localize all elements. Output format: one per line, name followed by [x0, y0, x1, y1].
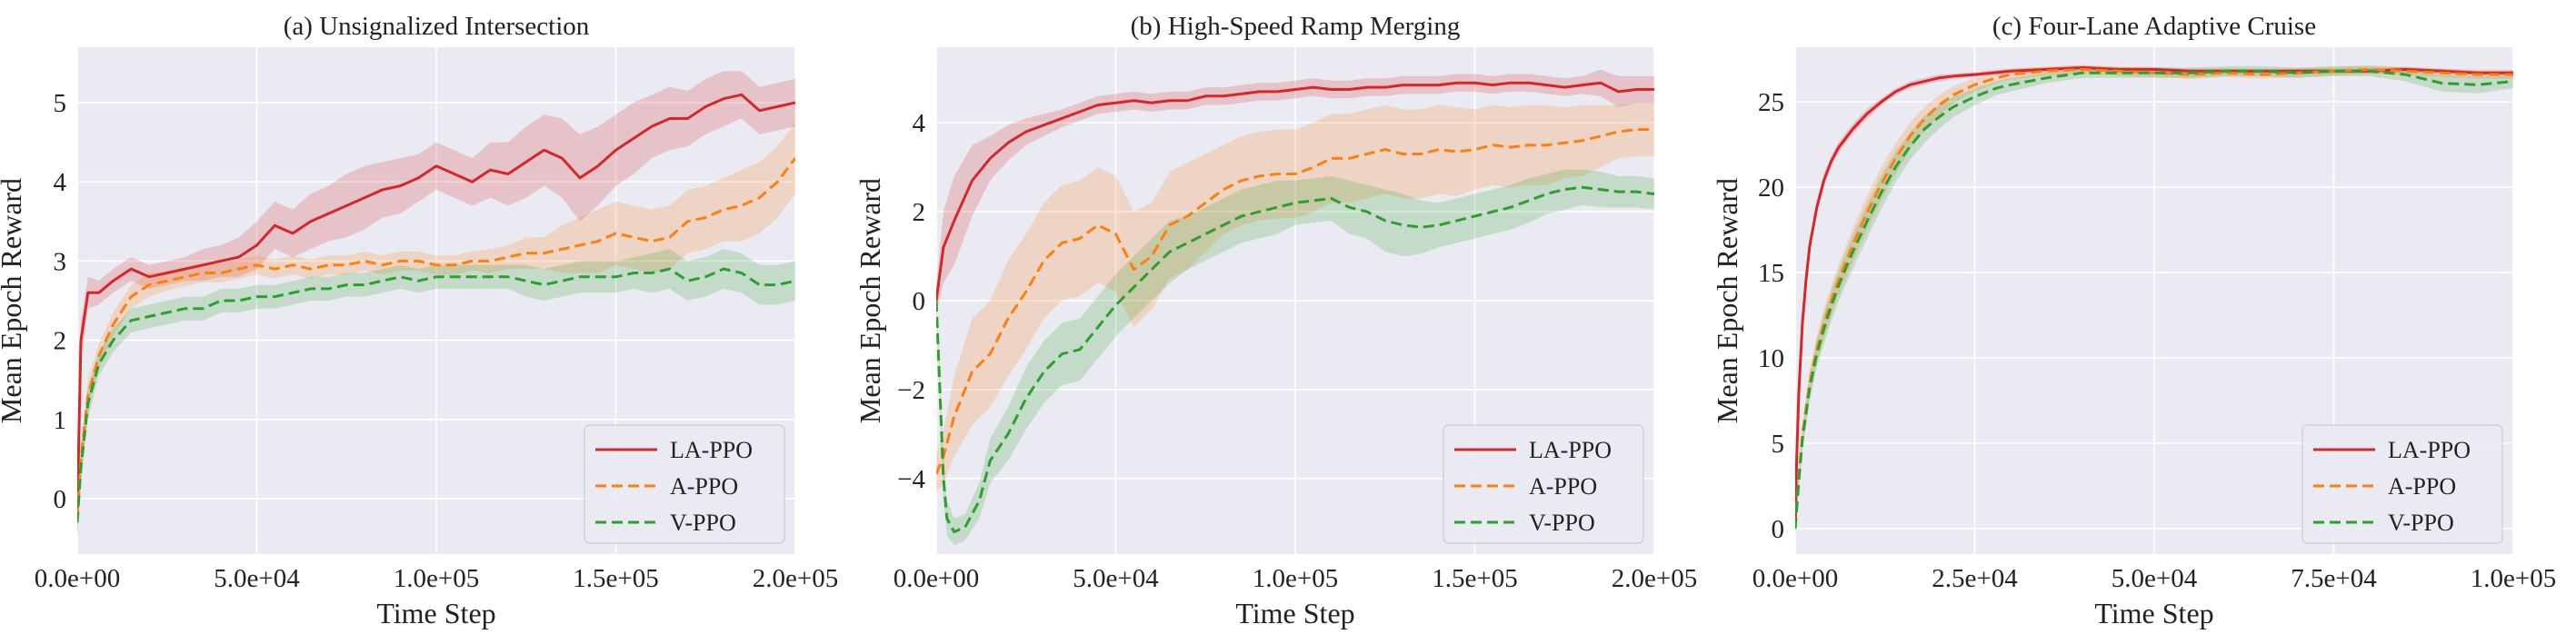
legend: LA-PPO A-PPO V-PPO: [2301, 424, 2503, 544]
x-tick-label: 1.5e+05: [1432, 564, 1517, 593]
x-tick-label: 2.0e+05: [753, 564, 838, 593]
legend-label-a-ppo: A-PPO: [1529, 473, 1597, 500]
x-tick-label: 5.0e+04: [1073, 564, 1159, 593]
y-tick-label: 2: [54, 327, 67, 356]
legend: LA-PPO A-PPO V-PPO: [1443, 424, 1644, 544]
la-ppo-confidence-band: [77, 71, 795, 535]
a-ppo-confidence-band: [936, 103, 1654, 492]
series-layer: [936, 69, 1654, 546]
chart-title: (a) Unsignalized Intersection: [284, 12, 590, 41]
series-layer: [1795, 64, 2513, 534]
v-ppo-confidence-band: [936, 169, 1654, 546]
legend-label-v-ppo: V-PPO: [2388, 510, 2454, 536]
x-tick-label: 2.5e+04: [1932, 564, 2018, 593]
legend-box: [584, 424, 785, 544]
legend-box: [1443, 424, 1644, 544]
y-axis-label: Mean Epoch Reward: [1711, 178, 1743, 423]
a-ppo-line: [1795, 67, 2513, 529]
y-tick-label: 3: [54, 247, 67, 276]
x-axis-label: Time Step: [2094, 597, 2213, 629]
y-axis-label: Mean Epoch Reward: [854, 178, 886, 423]
y-axis-label: Mean Epoch Reward: [0, 178, 27, 423]
y-tick-label: 15: [1758, 259, 1784, 288]
y-tick-label: 5: [1772, 430, 1785, 459]
legend-label-la-ppo: LA-PPO: [2388, 437, 2471, 463]
chart-title: (b) High-Speed Ramp Merging: [1131, 12, 1461, 41]
y-tick-label: 0: [54, 485, 67, 514]
x-tick-label: 0.0e+00: [35, 564, 120, 593]
chart-panel-1: 0.0e+00 5.0e+04 1.0e+05 1.5e+05 2.0e+05 0 1 2 3 4…: [0, 12, 838, 629]
x-tick-label: 1.5e+05: [573, 564, 658, 593]
y-tick-label: 25: [1758, 88, 1784, 117]
legend-box: [2301, 424, 2503, 544]
y-tick-label: 5: [54, 89, 67, 118]
a-ppo-confidence-band: [77, 122, 795, 535]
v-ppo-confidence-band: [77, 249, 795, 539]
y-tick-label: 20: [1758, 173, 1784, 203]
x-tick-label: 7.5e+04: [2291, 564, 2377, 593]
x-axis-label: Time Step: [1235, 597, 1354, 629]
chart-panel-2: 0.0e+00 5.0e+04 1.0e+05 1.5e+05 2.0e+05 −4 −2 0…: [854, 12, 1697, 629]
y-tick-label: −2: [897, 376, 925, 405]
legend-label-a-ppo: A-PPO: [670, 473, 738, 500]
y-tick-label: −4: [897, 465, 925, 494]
x-tick-label: 0.0e+00: [894, 564, 979, 593]
y-tick-label: 1: [54, 406, 67, 435]
legend-label-la-ppo: LA-PPO: [670, 437, 753, 463]
legend-label-a-ppo: A-PPO: [2388, 473, 2456, 500]
y-tick-label: 10: [1758, 344, 1784, 373]
v-ppo-line: [77, 267, 795, 523]
chart-title: (c) Four-Lane Adaptive Cruise: [1992, 12, 2316, 41]
x-axis-label: Time Step: [376, 597, 495, 629]
x-tick-label: 1.0e+05: [2471, 564, 2556, 593]
x-tick-label: 0.0e+00: [1752, 564, 1838, 593]
y-tick-label: 0: [1772, 515, 1785, 544]
series-layer: [77, 71, 795, 539]
legend-label-la-ppo: LA-PPO: [1529, 437, 1612, 463]
x-tick-label: 5.0e+04: [214, 564, 300, 593]
la-ppo-line: [77, 93, 795, 515]
y-tick-label: 0: [913, 287, 926, 316]
y-tick-label: 4: [54, 168, 67, 197]
la-ppo-confidence-band: [1795, 64, 2513, 534]
y-tick-label: 4: [913, 109, 926, 138]
legend-label-v-ppo: V-PPO: [670, 510, 736, 536]
legend-label-v-ppo: V-PPO: [1529, 510, 1595, 536]
x-tick-label: 1.0e+05: [394, 564, 479, 593]
chart-panel-3: 0.0e+00 2.5e+04 5.0e+04 7.5e+04 1.0e+05 0 5 10 1…: [1711, 12, 2556, 629]
y-tick-label: 2: [913, 198, 926, 227]
x-tick-label: 5.0e+04: [2112, 564, 2198, 593]
la-ppo-line: [936, 81, 1654, 302]
v-ppo-line: [936, 185, 1654, 533]
a-ppo-line: [77, 157, 795, 519]
x-tick-label: 2.0e+05: [1612, 564, 1697, 593]
legend: LA-PPO A-PPO V-PPO: [584, 424, 785, 544]
a-ppo-line: [936, 128, 1654, 475]
v-ppo-line: [1795, 69, 2513, 529]
x-tick-label: 1.0e+05: [1253, 564, 1338, 593]
